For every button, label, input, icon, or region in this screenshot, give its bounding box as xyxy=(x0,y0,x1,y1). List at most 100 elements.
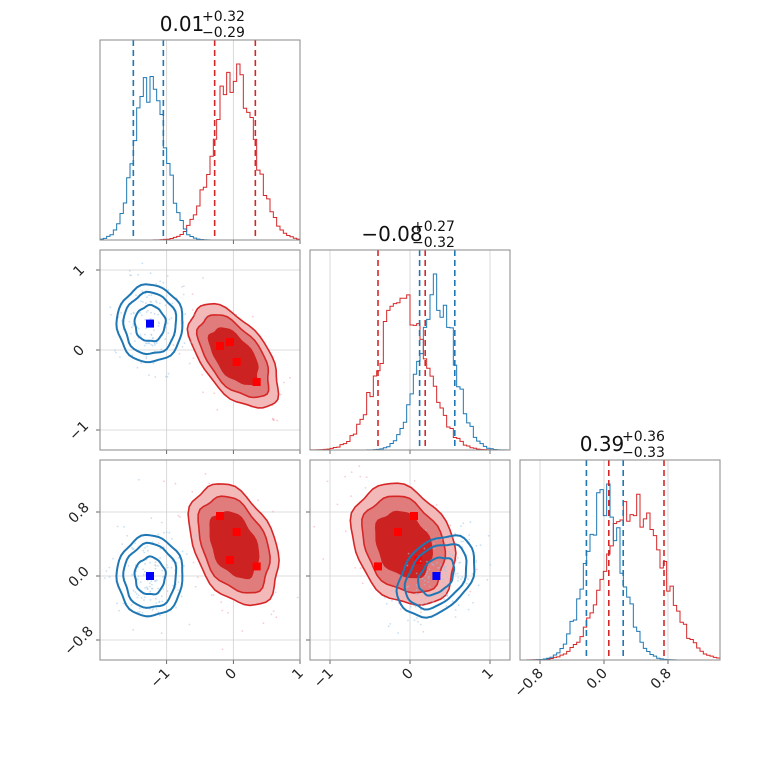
sample-point xyxy=(157,587,160,590)
sample-point xyxy=(322,558,325,560)
sample-point xyxy=(441,595,443,598)
sample-point xyxy=(251,315,254,318)
sample-point xyxy=(274,591,277,594)
sample-point xyxy=(391,600,393,602)
sample-point xyxy=(150,580,153,583)
sample-point xyxy=(449,524,452,527)
sample-point xyxy=(443,598,445,600)
sample-point xyxy=(172,344,175,346)
sample-point xyxy=(164,375,167,378)
sample-point xyxy=(179,516,181,518)
sample-point xyxy=(134,542,137,544)
sample-point xyxy=(137,328,140,330)
sample-point xyxy=(276,419,279,422)
sample-point xyxy=(458,561,461,564)
sample-point xyxy=(152,608,155,610)
sample-point xyxy=(118,609,120,612)
sample-point xyxy=(413,480,416,482)
sample-point xyxy=(154,344,156,346)
sample-point xyxy=(423,547,426,550)
sample-point xyxy=(425,572,428,575)
sample-point xyxy=(354,567,357,569)
sample-point xyxy=(151,344,154,347)
sample-point xyxy=(132,589,135,592)
sample-point xyxy=(423,583,426,586)
sample-point xyxy=(344,530,347,533)
sample-point xyxy=(157,313,160,316)
sample-point xyxy=(128,320,131,323)
sample-point xyxy=(438,566,441,569)
sample-point xyxy=(151,541,154,543)
sample-point xyxy=(151,587,153,590)
contour-inner xyxy=(133,303,167,343)
sample-point xyxy=(168,531,171,534)
sample-point xyxy=(192,357,195,360)
sample-point xyxy=(415,589,418,592)
x-tick-label: 0.0 xyxy=(584,666,611,693)
sample-point xyxy=(432,601,434,603)
sample-point xyxy=(178,352,181,355)
red-histogram xyxy=(309,294,511,451)
sample-point xyxy=(155,608,158,610)
sample-point xyxy=(126,534,128,537)
sample-point xyxy=(147,309,149,312)
x-tick-label: 1 xyxy=(289,666,307,684)
panel-title-value: −0.08 xyxy=(361,222,422,246)
contour-mid xyxy=(403,543,468,611)
sample-point xyxy=(428,585,431,588)
sample-point xyxy=(454,609,457,611)
sample-point xyxy=(436,561,438,564)
sample-point xyxy=(454,532,457,535)
sample-point xyxy=(385,602,388,605)
sample-point xyxy=(159,302,161,305)
sample-point xyxy=(181,346,184,348)
sample-point xyxy=(448,578,450,580)
sample-point xyxy=(108,566,111,569)
sample-point xyxy=(122,602,125,605)
sample-point xyxy=(467,608,470,611)
sample-point xyxy=(163,531,165,534)
sample-point xyxy=(130,332,132,335)
sample-point xyxy=(145,357,148,360)
contour-mid xyxy=(122,541,178,609)
sample-point xyxy=(166,275,169,277)
sample-point xyxy=(151,583,153,586)
sample-point xyxy=(212,594,215,596)
sample-point xyxy=(159,280,162,283)
sample-point xyxy=(420,623,422,626)
sample-point xyxy=(158,322,161,325)
sample-point xyxy=(449,553,451,556)
sample-point xyxy=(136,596,139,599)
sample-point xyxy=(147,549,149,552)
sample-point xyxy=(177,557,180,559)
sample-point xyxy=(296,596,299,599)
sample-point xyxy=(432,564,435,566)
sample-point xyxy=(406,564,409,567)
sample-point xyxy=(149,599,152,601)
x-tick-label: 0.8 xyxy=(648,666,675,693)
sample-point xyxy=(202,391,204,394)
sample-point xyxy=(131,354,134,357)
sample-point xyxy=(391,590,393,592)
sample-point xyxy=(143,344,146,347)
sample-point xyxy=(145,302,147,304)
sample-point xyxy=(201,374,204,376)
x-tick-label: −0.8 xyxy=(511,666,546,701)
sample-point xyxy=(150,517,153,519)
sample-point xyxy=(184,313,187,316)
sample-point xyxy=(457,576,460,579)
x-tick-label: 1 xyxy=(479,666,497,684)
sample-point xyxy=(140,597,143,599)
sample-point xyxy=(165,531,168,534)
sample-point xyxy=(158,600,161,603)
sample-point xyxy=(185,553,188,555)
sample-point xyxy=(177,581,180,584)
sample-point xyxy=(442,581,445,584)
panel-title-value: 0.39 xyxy=(580,432,625,456)
sample-point xyxy=(141,611,144,614)
sample-point xyxy=(446,570,448,572)
sample-point xyxy=(114,349,116,352)
sample-point xyxy=(145,355,148,358)
y-tick-label: 0.0 xyxy=(66,564,93,591)
sample-point xyxy=(121,543,124,545)
